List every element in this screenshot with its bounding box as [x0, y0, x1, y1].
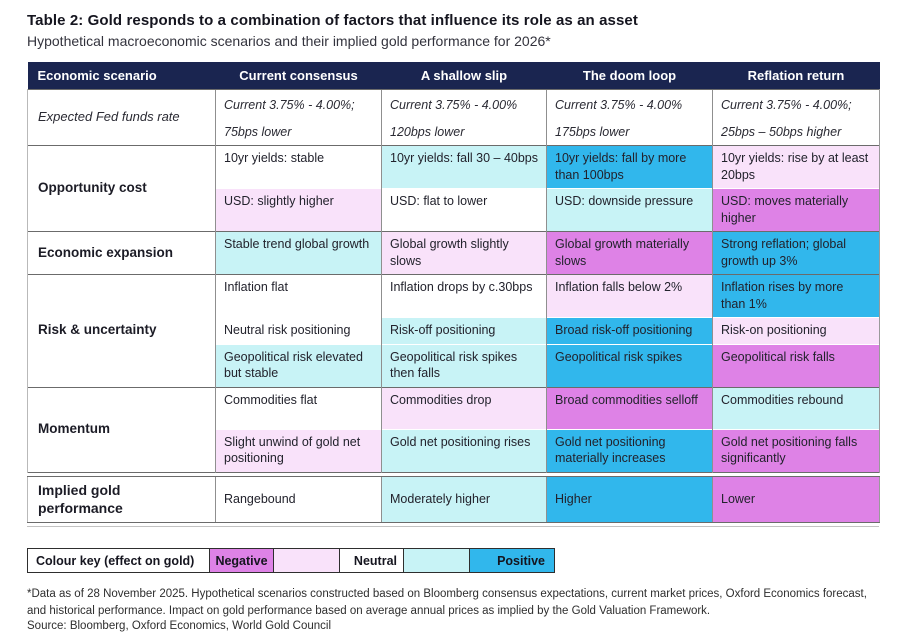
scenario-cell: Commodities rebound	[712, 386, 880, 429]
table-row: Momentum Commodities flat Commodities dr…	[27, 386, 880, 472]
scenario-cell: Higher	[546, 476, 713, 524]
scenario-cell: 10yr yields: stable	[215, 145, 382, 189]
scenario-cell: Strong reflation; global growth up 3%	[712, 231, 880, 275]
table-header-row: Economic scenario Current consensus A sh…	[27, 62, 880, 90]
colour-key: Colour key (effect on gold) Negative Neu…	[27, 548, 881, 574]
scenario-cell: Global growth slightly slows	[381, 231, 547, 275]
scenario-cell: Lower	[712, 476, 880, 524]
table-row: Expected Fed funds rate Current 3.75% - …	[27, 89, 880, 146]
key-swatch-negative: Negative	[209, 548, 274, 574]
scenario-cell: Commodities drop	[381, 386, 547, 429]
scenario-table: Economic scenario Current consensus A sh…	[27, 62, 880, 524]
fed-rate-line: Current 3.75% - 4.00%	[555, 98, 683, 112]
scenario-cell: Broad risk-off positioning	[546, 317, 713, 344]
table-row: Geopolitical risk elevated but stable Ge…	[28, 343, 880, 387]
scenario-cell: Moderately higher	[381, 476, 547, 524]
key-swatch-negative-mild	[273, 548, 340, 574]
row-label-opportunity-cost: Opportunity cost	[27, 145, 216, 232]
scenario-cell: Broad commodities selloff	[546, 386, 713, 429]
column-header-reflation-return: Reflation return	[712, 62, 880, 90]
scenario-cell: USD: slightly higher	[215, 188, 382, 232]
scenario-cell: Gold net positioning rises	[381, 428, 547, 472]
scenario-cell: Geopolitical risk spikes	[546, 343, 713, 387]
key-swatch-positive-mild	[403, 548, 470, 574]
scenario-cell: Global growth materially slows	[546, 231, 713, 275]
page-title: Table 2: Gold responds to a combination …	[27, 12, 638, 29]
scenario-cell: Risk-on positioning	[712, 317, 880, 344]
fed-rate-line: 75bps lower	[224, 124, 292, 139]
scenario-cell: Current 3.75% - 4.00% 175bps lower	[546, 89, 713, 146]
table-row: Economic expansion Stable trend global g…	[27, 231, 880, 275]
scenario-cell: Geopolitical risk falls	[712, 343, 880, 387]
row-label-economic-expansion: Economic expansion	[27, 231, 216, 275]
section-divider	[27, 471, 880, 477]
scenario-cell: USD: downside pressure	[546, 188, 713, 232]
row-label-momentum: Momentum	[27, 386, 216, 472]
scenario-cell: 10yr yields: rise by at least 20bps	[712, 145, 880, 189]
column-header-the-doom-loop: The doom loop	[546, 62, 713, 90]
table-row: Risk & uncertainty Inflation flat Inflat…	[27, 274, 880, 387]
table-bottom-rule	[27, 526, 879, 528]
scenario-cell: Geopolitical risk elevated but stable	[215, 343, 382, 387]
scenario-cell: Inflation falls below 2%	[546, 274, 713, 318]
fed-rate-line: 175bps lower	[555, 124, 630, 139]
fed-rate-line: Current 3.75% - 4.00%;	[224, 98, 355, 112]
table-row: Slight unwind of gold net positioning Go…	[28, 428, 880, 472]
fed-rate-line: 120bps lower	[390, 124, 465, 139]
scenario-cell: Inflation drops by c.30bps	[381, 274, 547, 318]
scenario-cell: Current 3.75% - 4.00%; 75bps lower	[215, 89, 382, 146]
row-label-fed-funds-rate: Expected Fed funds rate	[27, 89, 216, 146]
page-subtitle: Hypothetical macroeconomic scenarios and…	[27, 33, 551, 49]
scenario-cell: Commodities flat	[215, 386, 382, 429]
scenario-cell: 10yr yields: fall by more than 100bps	[546, 145, 713, 189]
scenario-cell: Gold net positioning falls significantly	[712, 428, 880, 472]
column-header-a-shallow-slip: A shallow slip	[381, 62, 547, 90]
table-row: Neutral risk positioning Risk-off positi…	[28, 317, 880, 344]
table-row: Implied gold performance Rangebound Mode…	[27, 476, 880, 524]
scenario-cell: Rangebound	[215, 476, 382, 524]
scenario-cell: Inflation rises by more than 1%	[712, 274, 880, 318]
footnote: *Data as of 28 November 2025. Hypothetic…	[27, 588, 867, 617]
source-line: Source: Bloomberg, Oxford Economics, Wor…	[27, 619, 332, 632]
column-header-current-consensus: Current consensus	[215, 62, 382, 90]
scenario-cell: Neutral risk positioning	[215, 317, 382, 344]
key-swatch-positive: Positive	[469, 548, 555, 574]
scenario-cell: Slight unwind of gold net positioning	[215, 428, 382, 472]
scenario-cell: Risk-off positioning	[381, 317, 547, 344]
scenario-cell: Geopolitical risk spikes then falls	[381, 343, 547, 387]
scenario-cell: Gold net positioning materially increase…	[546, 428, 713, 472]
fed-rate-line: 25bps – 50bps higher	[721, 124, 842, 139]
key-swatch-neutral: Neutral	[339, 548, 404, 574]
scenario-cell: Current 3.75% - 4.00%; 25bps – 50bps hig…	[712, 89, 880, 146]
fed-rate-line: Current 3.75% - 4.00%	[390, 98, 518, 112]
scenario-cell: USD: moves materially higher	[712, 188, 880, 232]
scenario-cell: USD: flat to lower	[381, 188, 547, 232]
row-label-implied-gold-performance: Implied gold performance	[27, 476, 216, 524]
row-label-risk-uncertainty: Risk & uncertainty	[27, 274, 216, 387]
fed-rate-line: Current 3.75% - 4.00%;	[721, 98, 852, 112]
colour-key-label: Colour key (effect on gold)	[27, 548, 210, 574]
table-row: Opportunity cost 10yr yields: stable 10y…	[27, 145, 880, 232]
table-row: USD: slightly higher USD: flat to lower …	[28, 188, 880, 232]
scenario-cell: Current 3.75% - 4.00% 120bps lower	[381, 89, 547, 146]
scenario-cell: 10yr yields: fall 30 – 40bps	[381, 145, 547, 189]
column-header-economic-scenario: Economic scenario	[27, 62, 216, 90]
scenario-cell: Inflation flat	[215, 274, 382, 318]
scenario-cell: Stable trend global growth	[215, 231, 382, 275]
